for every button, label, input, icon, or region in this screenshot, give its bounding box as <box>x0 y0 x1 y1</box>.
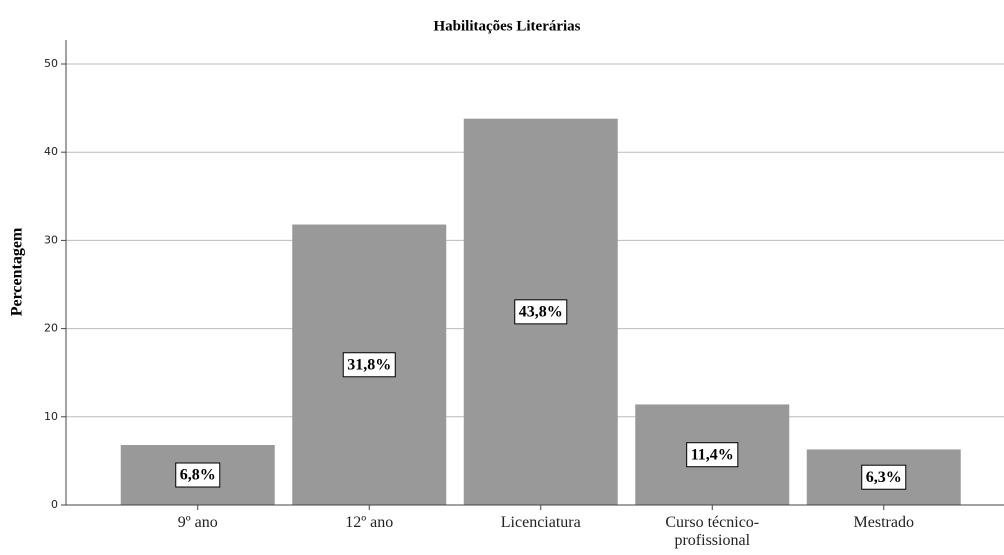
x-tick-label: Curso técnico-profissional <box>665 514 760 549</box>
x-tick-label: 9º ano <box>177 514 218 531</box>
value-label-box <box>175 462 221 488</box>
value-label-box <box>861 464 907 490</box>
value-label-box <box>686 442 739 468</box>
value-label: 31,8% <box>347 356 391 373</box>
chart-title: Habilitações Literárias <box>433 18 580 34</box>
x-tick-label: Mestrado <box>853 514 914 531</box>
value-label: 6,3% <box>866 469 902 486</box>
y-tick-label: 40 <box>44 145 58 158</box>
value-label: 43,8% <box>519 304 563 321</box>
y-axis-label: Percentagem <box>9 227 26 316</box>
y-tick-label: 20 <box>44 322 58 335</box>
y-tick-label: 0 <box>51 498 58 511</box>
x-tick-label: Licenciatura <box>500 514 581 531</box>
x-tick-label: 12º ano <box>345 514 394 531</box>
value-label: 6,8% <box>180 467 216 484</box>
value-label: 11,4% <box>691 446 734 463</box>
value-label-box <box>514 299 568 325</box>
value-label-box <box>342 352 396 378</box>
y-tick-label: 30 <box>44 233 58 246</box>
y-tick-label: 10 <box>44 410 58 423</box>
y-tick-label: 50 <box>44 57 58 70</box>
